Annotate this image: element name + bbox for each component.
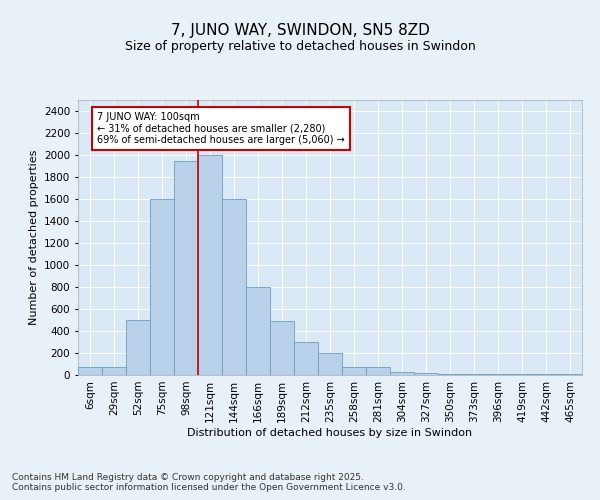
Bar <box>510 374 534 375</box>
Bar <box>270 321 294 375</box>
Bar <box>558 374 582 375</box>
Text: 7 JUNO WAY: 100sqm
← 31% of detached houses are smaller (2,280)
69% of semi-deta: 7 JUNO WAY: 100sqm ← 31% of detached hou… <box>97 112 345 146</box>
Bar <box>366 367 390 375</box>
Bar <box>390 372 414 375</box>
X-axis label: Distribution of detached houses by size in Swindon: Distribution of detached houses by size … <box>187 428 473 438</box>
Bar <box>318 353 342 375</box>
Bar <box>414 373 438 375</box>
Bar <box>534 374 558 375</box>
Bar <box>486 374 510 375</box>
Bar <box>438 374 462 375</box>
Bar <box>78 368 102 375</box>
Text: 7, JUNO WAY, SWINDON, SN5 8ZD: 7, JUNO WAY, SWINDON, SN5 8ZD <box>170 22 430 38</box>
Bar <box>174 160 198 375</box>
Bar <box>150 199 174 375</box>
Bar <box>198 155 222 375</box>
Bar <box>246 287 270 375</box>
Y-axis label: Number of detached properties: Number of detached properties <box>29 150 38 325</box>
Bar <box>462 374 486 375</box>
Text: Size of property relative to detached houses in Swindon: Size of property relative to detached ho… <box>125 40 475 53</box>
Bar <box>294 342 318 375</box>
Bar <box>126 320 150 375</box>
Bar <box>102 368 126 375</box>
Text: Contains HM Land Registry data © Crown copyright and database right 2025.
Contai: Contains HM Land Registry data © Crown c… <box>12 472 406 492</box>
Bar <box>342 367 366 375</box>
Bar <box>222 199 246 375</box>
